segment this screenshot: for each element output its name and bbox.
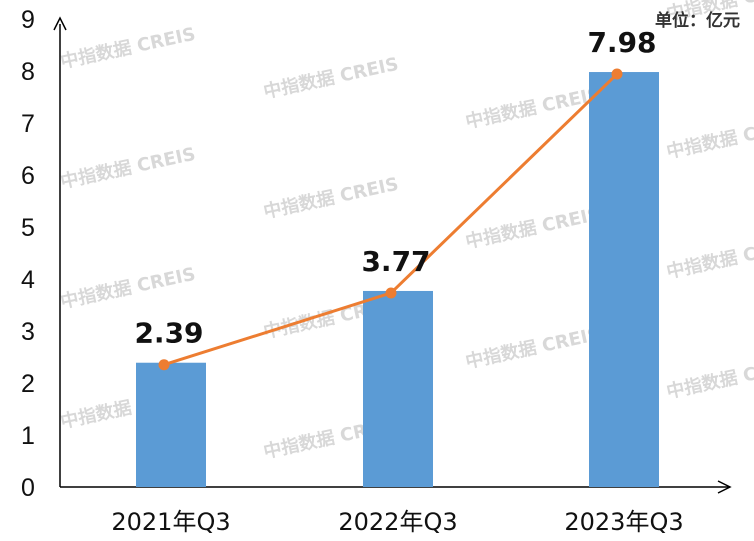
trend-line [158,68,623,371]
y-tick-label: 3 [21,318,35,346]
x-category-label: 2021年Q3 [111,508,230,536]
x-category-label: 2023年Q3 [564,508,683,536]
y-tick-label: 2 [21,370,35,398]
line-point [385,287,397,299]
watermark-text: 中指数据 CREIS [261,53,400,103]
line-point [611,68,623,80]
bar [589,72,659,487]
y-tick-label: 5 [21,214,35,242]
watermark-text: 中指数据 CREIS [261,173,400,223]
watermark-text: 中指数据 CREIS [58,263,197,313]
unit-label: 单位：亿元 [655,10,740,31]
x-category-labels: 2021年Q3 2022年Q3 2023年Q3 [111,508,683,536]
y-tick-label: 8 [21,58,35,86]
data-label: 2.39 [134,317,203,350]
data-label: 3.77 [361,245,430,278]
watermark-text: 中指数据 CREIS [463,323,602,373]
x-axis-arrow [717,480,732,494]
y-tick-label: 0 [21,474,35,502]
data-label: 7.98 [587,26,656,59]
y-ticks: 0 1 2 3 4 5 6 7 8 9 [21,6,35,502]
y-tick-label: 7 [21,110,35,138]
y-tick-label: 4 [21,266,35,294]
line-point [158,359,170,371]
watermark-text: 中指数据 CREIS [664,233,754,283]
bars [136,72,659,487]
watermark-text: 中指数据 CREIS [58,23,197,73]
y-axis-arrow [53,16,67,31]
bar [363,290,433,487]
y-tick-label: 6 [21,162,35,190]
watermark-text: 中指数据 CREIS [664,353,754,403]
data-labels: 2.39 3.77 7.98 [134,26,656,350]
x-category-label: 2022年Q3 [338,508,457,536]
watermark-text: 中指数据 CREIS [664,113,754,163]
y-tick-label: 9 [21,6,35,34]
bar [136,362,206,487]
watermark-text: 中指数据 CREIS [463,203,602,253]
y-tick-label: 1 [21,422,35,450]
watermark-text: 中指数据 CREIS [58,143,197,193]
